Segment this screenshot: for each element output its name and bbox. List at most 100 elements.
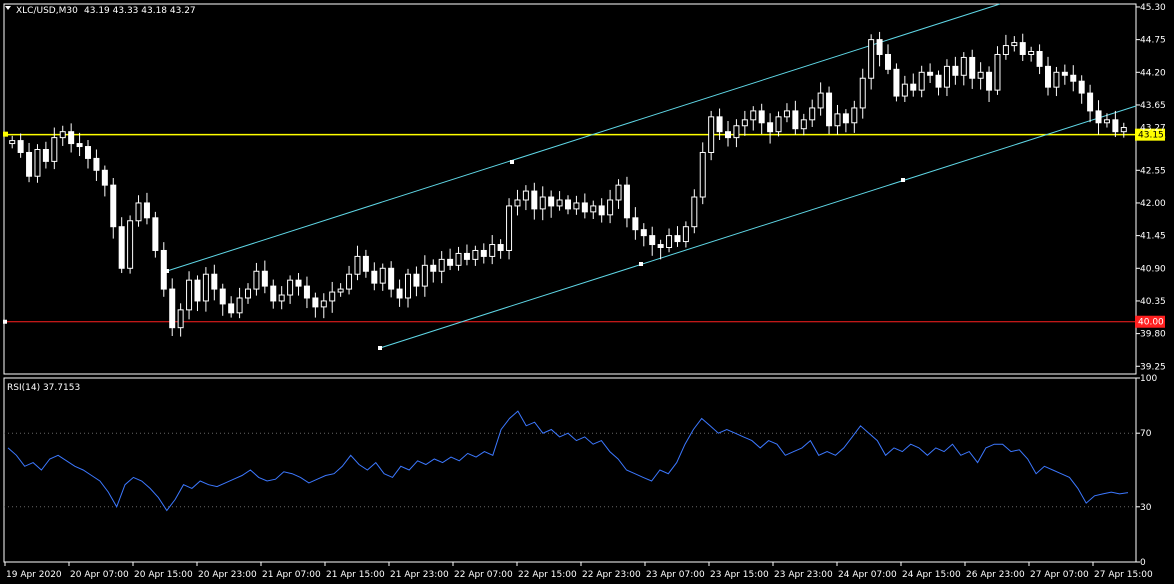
candle-body — [598, 205, 605, 216]
candle-body — [421, 264, 428, 287]
candle-body — [556, 199, 563, 207]
candle-body — [868, 39, 875, 79]
x-tick-label: 26 Apr 23:00 — [966, 570, 1025, 580]
candle-body — [977, 71, 984, 79]
candle-body — [388, 267, 395, 290]
candle-body — [565, 199, 571, 210]
rsi-y-tick-label: 0 — [1140, 558, 1146, 568]
rsi-y-tick-label: 70 — [1140, 429, 1152, 439]
candle-body — [497, 244, 504, 251]
candle-body — [581, 202, 588, 213]
candle-body — [177, 309, 184, 329]
candle-body — [143, 202, 150, 219]
channel-lower-line — [379, 105, 1137, 349]
candle-body — [725, 131, 731, 139]
candle-body — [1103, 119, 1110, 124]
candle-body — [834, 113, 841, 127]
candle-body — [219, 288, 226, 305]
candle-body — [472, 249, 479, 260]
candle-body — [1036, 51, 1043, 67]
candle-body — [463, 252, 470, 260]
x-tick-label: 27 Apr 07:00 — [1030, 570, 1089, 580]
candle-body — [194, 279, 201, 302]
candle-body — [1078, 80, 1085, 94]
x-tick-label: 19 Apr 2020 — [6, 570, 62, 580]
candle-body — [876, 39, 883, 55]
candle-body — [657, 244, 664, 248]
candle-body — [1045, 65, 1051, 88]
y-tick-label: 39.80 — [1140, 330, 1166, 340]
support-price-tag-label: 40.00 — [1138, 318, 1164, 328]
candle-body — [1053, 71, 1060, 88]
candle-body — [767, 122, 774, 133]
candle-body — [430, 264, 437, 272]
candle-body — [842, 113, 849, 124]
x-tick-label: 23 Apr 23:00 — [774, 570, 833, 580]
candle-body — [531, 190, 538, 210]
candle-body — [539, 196, 546, 210]
x-tick-label: 23 Apr 15:00 — [710, 570, 769, 580]
candle-body — [329, 291, 336, 302]
collapse-arrow-icon[interactable] — [5, 6, 11, 10]
candle-body — [851, 107, 858, 124]
candle-body — [34, 149, 41, 177]
candle-body — [522, 190, 529, 201]
candle-body — [261, 270, 268, 287]
y-tick-label: 41.45 — [1140, 232, 1166, 242]
support-anchor — [3, 319, 7, 324]
x-tick-label: 21 Apr 23:00 — [390, 570, 449, 580]
symbol-label: XLC/USD,M30 — [16, 6, 78, 16]
candle-body — [792, 110, 799, 130]
trend-channel — [165, 3, 1137, 350]
y-tick-label: 42.55 — [1140, 166, 1166, 176]
rsi-y-tick-label: 100 — [1140, 374, 1157, 384]
candle-body — [640, 229, 647, 237]
candle-body — [607, 199, 614, 216]
candle-body — [405, 273, 411, 299]
candle-body — [152, 217, 159, 251]
candle-body — [1070, 74, 1077, 82]
candle-body — [362, 255, 369, 272]
candle-body — [228, 303, 235, 314]
candle-body — [1061, 71, 1068, 76]
candle-body — [943, 65, 950, 88]
candle-body — [1002, 45, 1009, 55]
candle-body — [379, 267, 386, 284]
candle-body — [303, 285, 310, 299]
candle-body — [295, 279, 302, 287]
candle-body — [682, 226, 689, 243]
channel-anchor — [510, 160, 514, 164]
candle-body — [741, 119, 748, 127]
candle-body — [245, 288, 251, 299]
candle-body — [447, 258, 454, 266]
candle-body — [480, 249, 487, 257]
candle-body — [93, 157, 100, 171]
candle-body — [110, 184, 117, 228]
candle-body — [9, 140, 16, 145]
x-tick-label: 22 Apr 15:00 — [518, 570, 577, 580]
channel-anchor — [639, 262, 643, 266]
candle-body — [371, 270, 378, 284]
x-tick-label: 21 Apr 15:00 — [326, 570, 385, 580]
candle-body — [1120, 127, 1127, 133]
candle-body — [615, 184, 622, 201]
y-tick-label: 45.30 — [1140, 3, 1166, 13]
rsi-label: RSI(14) 37.7153 — [7, 383, 80, 393]
channel-anchor — [165, 269, 169, 273]
candle-body — [320, 300, 327, 308]
candle-body — [1112, 119, 1119, 133]
candle-body — [51, 137, 58, 162]
candle-body — [826, 92, 833, 127]
x-tick-label: 24 Apr 15:00 — [902, 570, 961, 580]
candle-body — [118, 226, 125, 269]
price-axis: 45.3044.7544.2043.6543.1042.5542.0041.45… — [1136, 3, 1166, 372]
candle-body — [691, 196, 698, 228]
candle-body — [253, 270, 260, 290]
rsi-panel-frame — [3, 377, 1137, 563]
candle-body — [101, 169, 108, 186]
last-price-label: 43.27 — [1140, 124, 1166, 134]
candle-body — [312, 297, 319, 308]
rsi-line — [7, 410, 1129, 512]
candle-body — [590, 205, 597, 213]
